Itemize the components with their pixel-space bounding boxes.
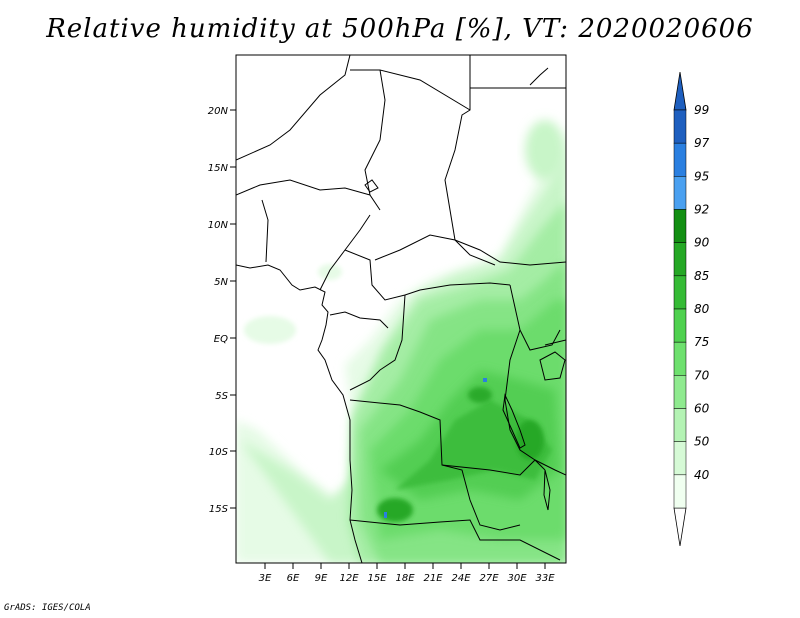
lon-label: 3E bbox=[259, 573, 272, 584]
border-chad-sudan bbox=[444, 55, 471, 241]
colorbar-label: 60 bbox=[694, 402, 710, 416]
lake-malawi bbox=[543, 469, 551, 511]
rh-band-90-east bbox=[516, 420, 544, 460]
rh-patch-north bbox=[525, 120, 565, 180]
border-drc-east bbox=[504, 329, 536, 461]
boundaries bbox=[236, 55, 566, 563]
colorbar-segment bbox=[673, 242, 687, 277]
lat-label: 15S bbox=[209, 504, 229, 515]
lat-label: 20N bbox=[208, 106, 229, 117]
colorbar-label: 40 bbox=[694, 468, 710, 482]
inland-water bbox=[384, 512, 387, 518]
border-zambia bbox=[441, 459, 546, 476]
colorbar-segment bbox=[673, 474, 687, 509]
colorbar-segment bbox=[673, 109, 687, 144]
lon-label: 6E bbox=[287, 573, 300, 584]
colorbar-segment bbox=[673, 209, 687, 243]
colorbar-label: 70 bbox=[694, 368, 710, 382]
colorbar-segment bbox=[673, 408, 687, 442]
lon-label: 18E bbox=[395, 573, 415, 584]
border-namibia bbox=[349, 519, 561, 561]
border-cameroon-car bbox=[344, 249, 406, 301]
border-uganda bbox=[509, 284, 561, 351]
colorbar-segment bbox=[673, 176, 687, 210]
border-tanzania bbox=[534, 339, 566, 476]
lat-axis: 20N 15N 10N 5N EQ 5S 10S 15S bbox=[208, 106, 236, 515]
coastline bbox=[236, 264, 363, 563]
lon-label: 15E bbox=[367, 573, 387, 584]
colorbar-label: 97 bbox=[694, 136, 710, 150]
border-angola bbox=[349, 399, 521, 531]
lat-label: 10N bbox=[208, 220, 229, 231]
colorbar: 99 97 95 92 90 85 80 75 70 60 50 40 bbox=[673, 71, 710, 547]
lake-tanganyika bbox=[502, 393, 526, 449]
lon-label: 33E bbox=[535, 573, 555, 584]
lat-label: 5S bbox=[215, 391, 228, 402]
lon-label: 21E bbox=[423, 573, 443, 584]
rh-band-90-central bbox=[468, 387, 492, 403]
colorbar-label: 95 bbox=[694, 169, 709, 183]
lon-axis: 3E 6E 9E 12E 15E 18E 21E 24E 27E 30E 33E bbox=[259, 563, 555, 584]
lat-label: 5N bbox=[214, 277, 228, 288]
border-mali-niger bbox=[236, 55, 351, 161]
colorbar-label: 50 bbox=[694, 435, 710, 449]
border-niger-nigeria bbox=[236, 179, 371, 196]
humidity-field bbox=[236, 120, 566, 563]
lat-label: 10S bbox=[209, 447, 229, 458]
lat-label: 15N bbox=[208, 163, 229, 174]
border-car-drc bbox=[404, 282, 511, 296]
rh-band-85 bbox=[395, 400, 552, 490]
border-chad-car bbox=[374, 234, 496, 266]
border-libya bbox=[350, 69, 471, 111]
colorbar-label: 90 bbox=[694, 236, 710, 250]
colorbar-segment bbox=[673, 142, 687, 177]
rh-band-90 bbox=[377, 498, 413, 522]
red-sea-coast bbox=[529, 67, 549, 86]
credit-text: GrADS: IGES/COLA bbox=[4, 603, 91, 613]
border-benin bbox=[261, 199, 269, 263]
colorbar-label: 75 bbox=[694, 335, 709, 349]
lake-kivu-water bbox=[483, 378, 487, 382]
map-title: Relative humidity at 500hPa [%], VT: 202… bbox=[46, 14, 754, 44]
lon-label: 30E bbox=[507, 573, 527, 584]
map-frame bbox=[235, 54, 567, 564]
colorbar-label: 92 bbox=[694, 203, 709, 217]
colorbar-label: 85 bbox=[694, 269, 709, 283]
colorbar-top-arrow bbox=[673, 71, 687, 111]
rh-patch-atlantic bbox=[244, 316, 296, 344]
colorbar-segment bbox=[673, 441, 687, 476]
lon-label: 12E bbox=[339, 573, 359, 584]
border-congo-drc bbox=[349, 294, 406, 391]
colorbar-label: 99 bbox=[694, 103, 709, 117]
colorbar-bottom-arrow bbox=[673, 507, 687, 547]
colorbar-segment bbox=[673, 275, 687, 310]
border-niger-chad bbox=[364, 69, 386, 211]
colorbar-segment bbox=[673, 341, 687, 376]
rh-patch-nigeria bbox=[318, 264, 342, 280]
lon-label: 24E bbox=[451, 573, 471, 584]
colorbar-label: 80 bbox=[694, 302, 710, 316]
border-sudan-ssudan bbox=[454, 239, 566, 266]
lake-victoria bbox=[539, 351, 566, 381]
lon-label: 27E bbox=[479, 573, 499, 584]
lat-label: EQ bbox=[214, 334, 228, 345]
colorbar-segment bbox=[673, 308, 687, 343]
lon-label: 9E bbox=[315, 573, 328, 584]
colorbar-segment bbox=[673, 375, 687, 409]
border-gabon-congo bbox=[329, 311, 389, 329]
lake-chad bbox=[364, 179, 379, 193]
